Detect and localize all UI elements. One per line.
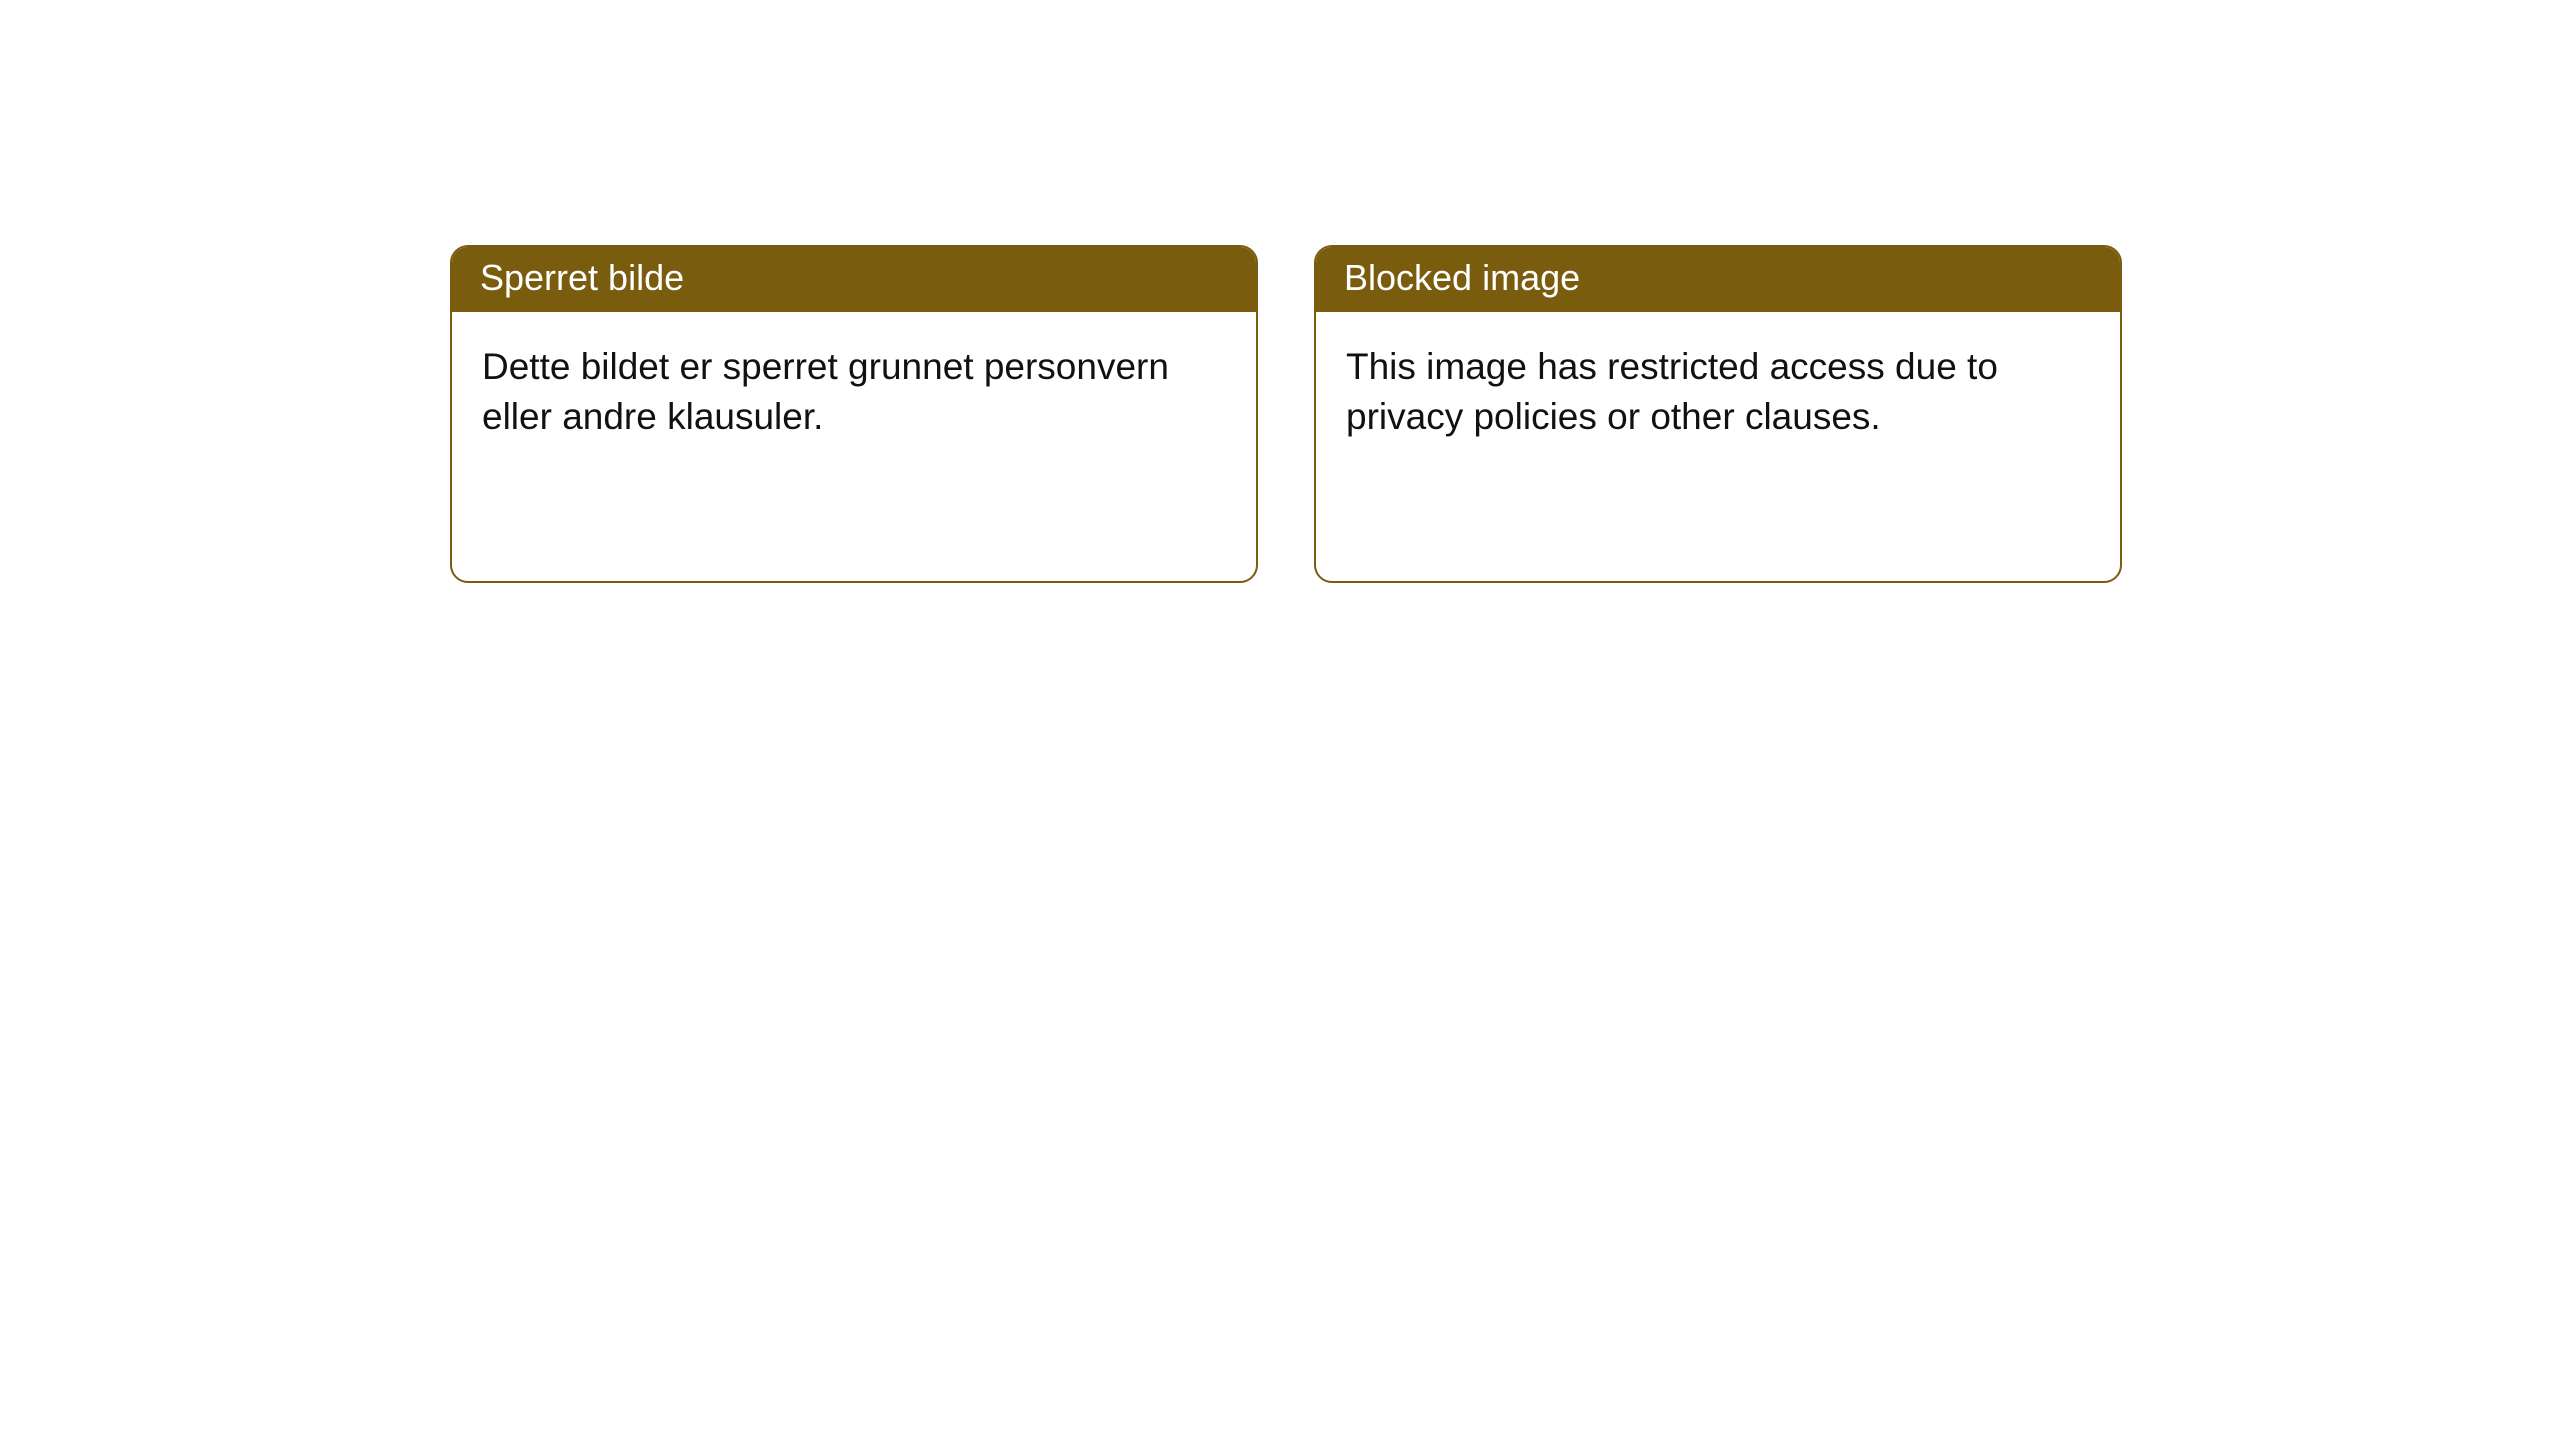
card-body-en: This image has restricted access due to … [1316, 312, 2120, 473]
blocked-image-card-no: Sperret bilde Dette bildet er sperret gr… [450, 245, 1258, 583]
card-header-en: Blocked image [1316, 247, 2120, 312]
card-body-no: Dette bildet er sperret grunnet personve… [452, 312, 1256, 473]
blocked-image-notice-row: Sperret bilde Dette bildet er sperret gr… [450, 245, 2560, 583]
card-header-no: Sperret bilde [452, 247, 1256, 312]
blocked-image-card-en: Blocked image This image has restricted … [1314, 245, 2122, 583]
